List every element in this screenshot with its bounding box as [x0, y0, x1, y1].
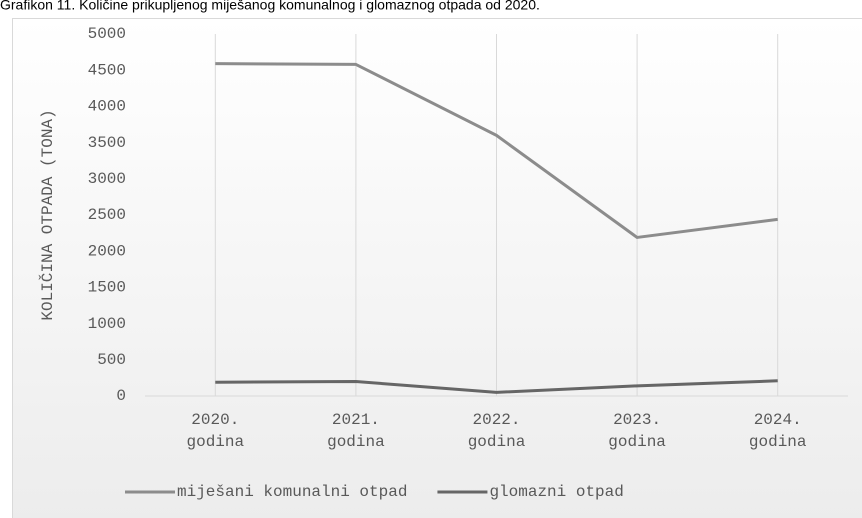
- y-tick-label: 1500: [88, 279, 126, 297]
- y-tick-label: 0: [116, 387, 126, 405]
- legend-label: glomazni otpad: [489, 483, 623, 501]
- x-tick-label-line: 2021.: [332, 411, 380, 429]
- x-tick-label-line: godina: [749, 433, 807, 451]
- y-tick-label: 1000: [88, 315, 126, 333]
- x-tick-label-line: godina: [468, 433, 526, 451]
- y-tick-label: 4500: [88, 61, 126, 79]
- chart-frame: [12, 18, 862, 518]
- series-line: [215, 62, 778, 239]
- y-tick-label: 3000: [88, 170, 126, 188]
- x-tick-label-line: godina: [327, 433, 385, 451]
- y-tick-label: 500: [97, 351, 126, 369]
- y-tick-label: 3500: [88, 134, 126, 152]
- x-tick-label-line: 2024.: [754, 411, 802, 429]
- chart-title: Grafikon 11. Količine prikupljenog miješ…: [0, 0, 540, 13]
- x-tick-label: 2022. godina: [468, 411, 526, 451]
- x-tick-label-line: 2022.: [472, 411, 520, 429]
- y-tick-label: 2000: [88, 242, 126, 260]
- y-tick-label: 4000: [88, 98, 126, 116]
- x-tick-label: 2024. godina: [749, 411, 807, 451]
- x-tick-label: 2020. godina: [186, 411, 244, 451]
- x-tick-label-line: 2023.: [613, 411, 661, 429]
- x-tick-label: 2023. godina: [608, 411, 666, 451]
- y-tick-label: 2500: [88, 206, 126, 224]
- y-tick-label: 5000: [88, 25, 126, 43]
- x-tick-label-line: 2020.: [191, 411, 239, 429]
- y-axis-label: KOLIČINA OTPADA (TONA): [38, 109, 57, 320]
- x-tick-label-line: godina: [608, 433, 666, 451]
- x-tick-label-line: godina: [186, 433, 244, 451]
- series-line: [215, 379, 778, 394]
- x-tick-label: 2021. godina: [327, 411, 385, 451]
- legend-label: miješani komunalni otpad: [177, 483, 407, 501]
